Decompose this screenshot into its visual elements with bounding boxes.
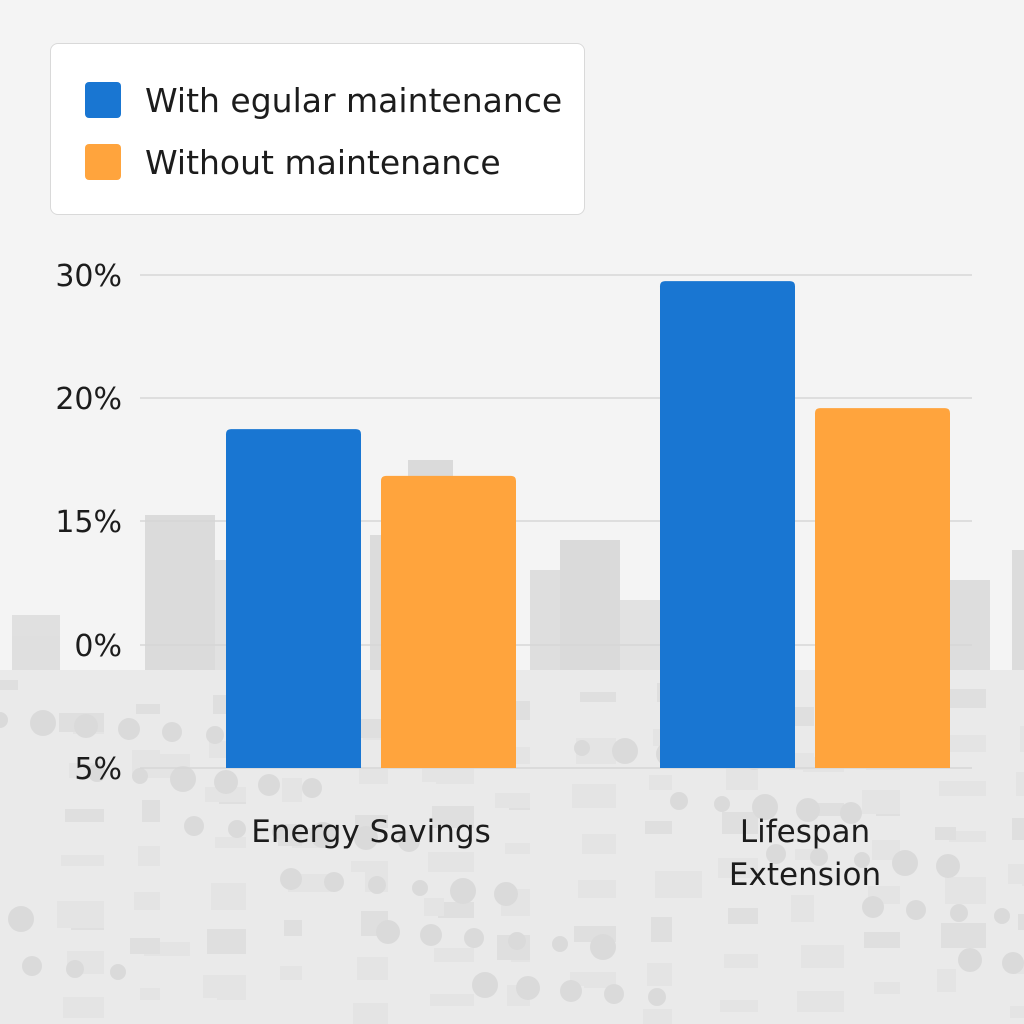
legend: With egular maintenance Without maintena…	[50, 43, 585, 215]
category-label: Lifespan Extension	[729, 814, 881, 893]
y-tick-label: 0%	[74, 629, 122, 664]
y-tick-label: 30%	[55, 259, 122, 294]
legend-item-without-maintenance: Without maintenance	[85, 142, 501, 182]
y-tick-label: 20%	[55, 382, 122, 417]
bar-without-maintenance-0	[381, 475, 516, 768]
legend-label-without-maintenance: Without maintenance	[145, 142, 501, 182]
bar-with-maintenance-0	[226, 429, 361, 768]
legend-label-with-maintenance: With egular maintenance	[145, 80, 563, 120]
category-label: Energy Savings	[251, 814, 491, 850]
bar-with-maintenance-1	[660, 281, 795, 768]
legend-swatch-without-maintenance	[85, 144, 121, 180]
y-tick-label: 5%	[74, 752, 122, 787]
legend-swatch-with-maintenance	[85, 82, 121, 118]
bar-without-maintenance-1	[815, 408, 950, 768]
legend-item-with-maintenance: With egular maintenance	[85, 80, 562, 120]
y-tick-label: 15%	[55, 505, 122, 540]
